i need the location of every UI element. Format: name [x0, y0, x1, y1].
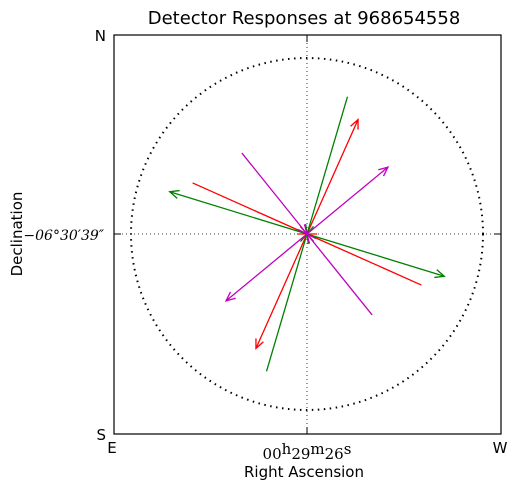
response-vector-head — [224, 291, 236, 302]
response-vector-2-1 — [306, 166, 390, 235]
response-vector-1-1 — [305, 96, 349, 236]
response-vector-1-3 — [265, 232, 309, 372]
south-label: S — [96, 426, 106, 444]
ra-seconds-unit: s — [344, 440, 352, 458]
response-vector-shaft — [306, 119, 359, 235]
chart-title: Detector Responses at 968654558 — [148, 8, 461, 29]
response-vector-1-0 — [168, 189, 308, 235]
ra-hours-unit: h — [282, 440, 292, 458]
response-vector-shaft — [241, 152, 308, 235]
response-vector-shaft — [169, 191, 308, 235]
response-vector-head — [378, 166, 390, 177]
response-vector-0-3 — [255, 233, 308, 350]
response-vector-0-2 — [305, 233, 422, 286]
response-vector-shaft — [265, 233, 308, 372]
ra-minutes-unit: m — [310, 440, 324, 458]
x-center-tick-label: 00h29m26s — [263, 440, 352, 463]
response-vector-shaft — [306, 233, 445, 277]
response-vector-head — [168, 189, 180, 199]
ra-seconds-value: 26 — [325, 445, 344, 463]
y-center-tick-label: −06°30′39″ — [23, 228, 104, 244]
vector-layer — [168, 96, 446, 372]
y-axis-label: Declination — [8, 192, 26, 277]
response-vector-2-0 — [241, 152, 308, 236]
response-vector-shaft — [192, 182, 308, 235]
north-label: N — [95, 27, 106, 45]
response-vector-shaft — [306, 233, 422, 286]
response-vector-2-3 — [224, 233, 308, 302]
west-label: W — [493, 439, 508, 457]
response-vector-shaft — [306, 96, 349, 235]
east-label: E — [107, 439, 116, 457]
response-vector-0-1 — [306, 118, 359, 235]
response-vector-1-2 — [306, 233, 446, 279]
response-vector-shaft — [225, 233, 308, 302]
x-axis-label: Right Ascension — [244, 463, 364, 481]
response-vector-head — [434, 269, 446, 279]
response-vector-shaft — [306, 233, 373, 316]
response-vector-0-0 — [192, 182, 309, 235]
response-vector-head — [255, 338, 264, 350]
response-vector-shaft — [255, 233, 308, 349]
response-vector-head — [350, 118, 359, 130]
response-vector-shaft — [306, 166, 389, 235]
response-vector-2-2 — [306, 232, 373, 316]
ra-hours-prefix: 00 — [263, 445, 282, 463]
ra-minutes-value: 29 — [291, 445, 310, 463]
